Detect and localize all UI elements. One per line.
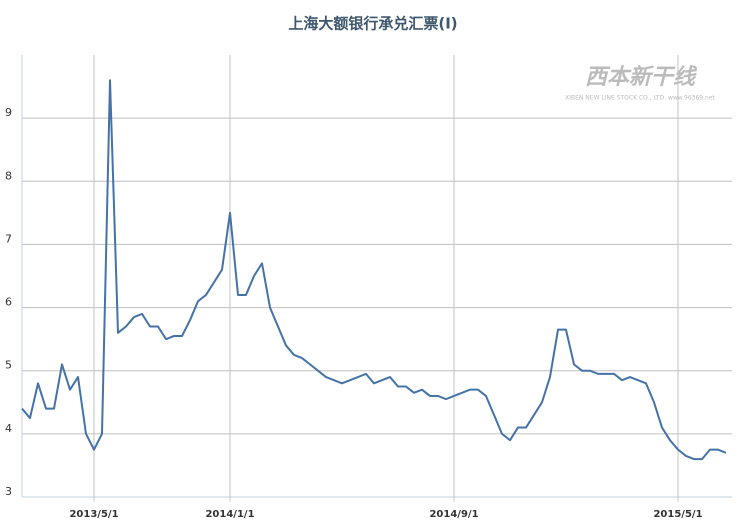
y-tick-label: 5: [5, 359, 12, 372]
x-tick-label: 2014/9/1: [429, 509, 478, 520]
x-tick-label: 2013/5/1: [69, 509, 118, 520]
y-tick-label: 8: [5, 169, 12, 182]
line: [21, 79, 727, 461]
y-tick-label: 6: [5, 296, 12, 309]
y-tick-label: 4: [5, 422, 12, 435]
x-tick-label: 2014/1/1: [205, 509, 254, 520]
y-tick-label: 3: [5, 485, 12, 498]
watermark: 西本新干线: [585, 64, 698, 90]
y-tick-label: 9: [5, 106, 12, 119]
watermark-sub: XIBEN NEW LINE STOCK CO., LTD. www.96369…: [565, 95, 715, 102]
chart-title: 上海大额银行承兑汇票(Ⅰ): [288, 15, 457, 33]
x-tick-label: 2015/5/1: [653, 509, 702, 520]
y-tick-label: 7: [5, 232, 12, 245]
